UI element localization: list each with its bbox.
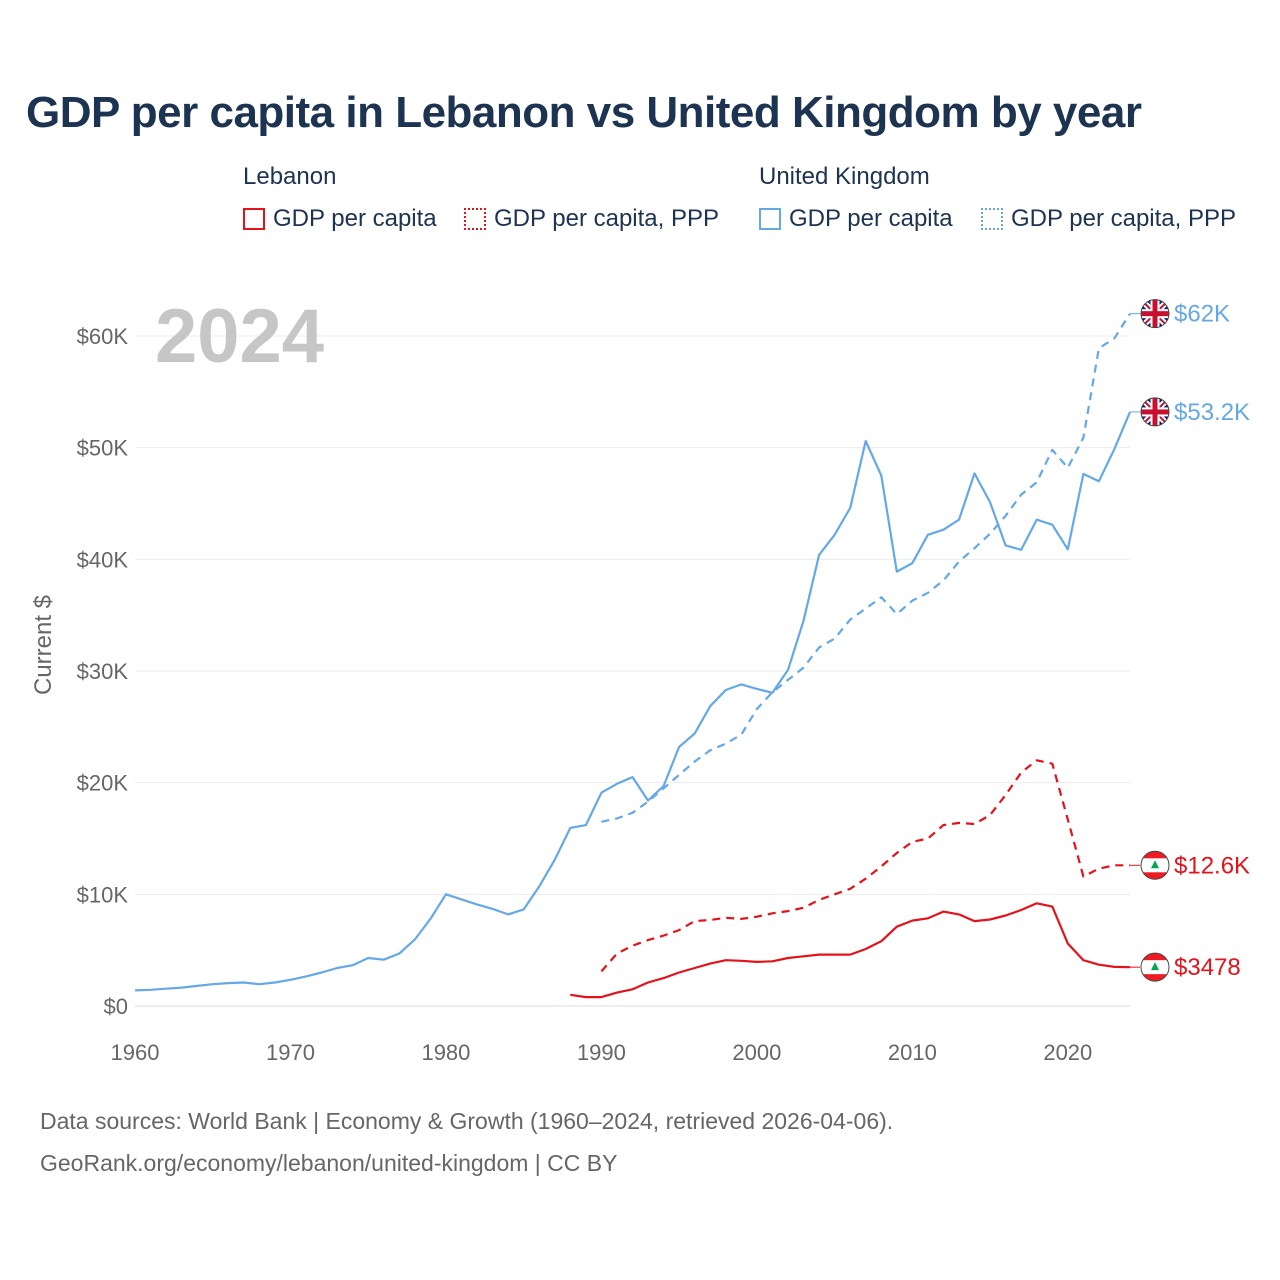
y-tick-label: $0 <box>104 994 128 1019</box>
y-tick-label: $20K <box>77 771 129 796</box>
series-line <box>134 411 1132 992</box>
series-line <box>601 313 1131 823</box>
y-tick-label: $60K <box>77 324 129 349</box>
end-value-label: $3478 <box>1174 954 1241 981</box>
uk-flag-icon <box>1140 299 1170 329</box>
y-tick-label: $30K <box>77 659 129 684</box>
y-axis-ticks: $0 $10K $20K $30K $40K $50K $60K <box>77 324 129 1019</box>
y-tick-label: $40K <box>77 547 129 572</box>
legend-group-united-kingdom: United Kingdom <box>759 163 930 190</box>
x-tick-label: 1970 <box>266 1040 315 1065</box>
legend-label: GDP per capita <box>789 205 953 232</box>
y-tick-label: $10K <box>77 882 129 907</box>
year-watermark: 2024 <box>155 294 324 379</box>
legend-swatch-solid-red <box>243 208 265 230</box>
source-line-1: Data sources: World Bank | Economy & Gro… <box>40 1108 894 1134</box>
end-value-label: $62K <box>1174 301 1230 328</box>
series-end-labels: $53.2K $62K $3478 $12.6K <box>1130 299 1250 982</box>
legend-label: GDP per capita, PPP <box>494 205 719 232</box>
x-axis-ticks: 1960 1970 1980 1990 2000 2010 2020 <box>111 1040 1093 1065</box>
source-line-2[interactable]: GeoRank.org/economy/lebanon/united-kingd… <box>40 1150 618 1176</box>
legend-item-uk-gdp[interactable]: GDP per capita <box>759 204 953 234</box>
end-value-label: $12.6K <box>1174 852 1250 879</box>
x-tick-label: 2000 <box>732 1040 781 1065</box>
x-tick-label: 1960 <box>111 1040 160 1065</box>
legend-swatch-dotted-red <box>464 208 486 230</box>
y-axis-title: Current $ <box>30 595 57 695</box>
legend-label: GDP per capita, PPP <box>1011 205 1236 232</box>
x-tick-label: 2010 <box>888 1040 937 1065</box>
lebanon-flag-icon <box>1140 952 1170 982</box>
legend-group-lebanon: Lebanon <box>243 163 337 190</box>
legend-swatch-solid-blue <box>759 208 781 230</box>
series-line <box>600 759 1130 973</box>
legend-item-lebanon-gdp-ppp[interactable]: GDP per capita, PPP <box>464 204 719 234</box>
x-tick-label: 1980 <box>421 1040 470 1065</box>
series-lines <box>134 313 1132 999</box>
y-tick-label: $50K <box>77 436 129 461</box>
series-line <box>570 902 1131 999</box>
uk-flag-icon <box>1140 397 1170 427</box>
legend-label: GDP per capita <box>273 205 437 232</box>
x-tick-label: 2020 <box>1043 1040 1092 1065</box>
x-tick-label: 1990 <box>577 1040 626 1065</box>
legend-item-uk-gdp-ppp[interactable]: GDP per capita, PPP <box>981 204 1236 234</box>
legend-swatch-dotted-blue <box>981 208 1003 230</box>
grid-lines <box>135 335 1130 1007</box>
legend-item-lebanon-gdp[interactable]: GDP per capita <box>243 204 437 234</box>
chart-title: GDP per capita in Lebanon vs United King… <box>26 88 1142 137</box>
end-value-label: $53.2K <box>1174 399 1250 426</box>
lebanon-flag-icon <box>1140 850 1170 880</box>
